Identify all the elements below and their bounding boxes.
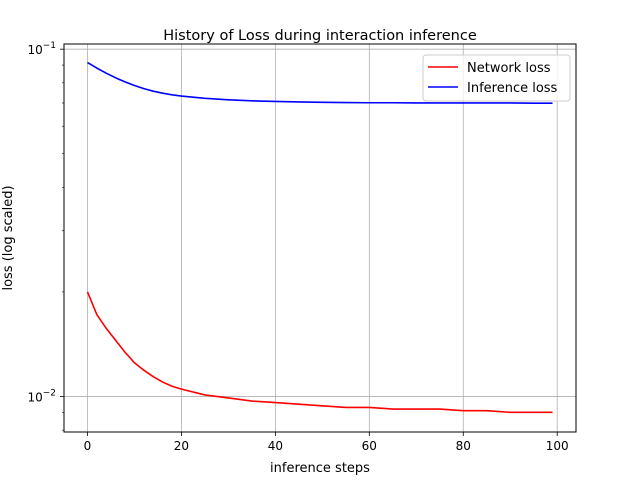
y-tick-label: 10−1	[27, 41, 56, 57]
series-line-network-loss	[86, 291, 553, 414]
x-axis-label: inference steps	[270, 461, 370, 476]
legend-label-inference-loss: Inference loss	[467, 81, 558, 96]
x-tick-label: 0	[84, 439, 92, 453]
x-tick-label: 80	[456, 439, 471, 453]
y-tick-label: 10−2	[27, 388, 56, 404]
x-tick-label: 20	[174, 439, 189, 453]
legend-label-network-loss: Network loss	[467, 61, 551, 76]
series-line-inference-loss	[87, 61, 553, 104]
plot-frame	[63, 43, 577, 433]
x-tick-label: 100	[546, 439, 569, 453]
grid	[64, 44, 576, 432]
x-tick-label: 60	[362, 439, 377, 453]
chart-title: History of Loss during interaction infer…	[163, 28, 477, 44]
series-lines	[86, 61, 553, 414]
y-axis-label: loss (log scaled)	[1, 185, 16, 290]
x-tick-label: 40	[268, 439, 283, 453]
legend: Network loss Inference loss	[422, 54, 571, 102]
legend-box	[422, 54, 571, 102]
axis-ticks: 0 20 40 60 80 100 10−2 10−1	[27, 41, 568, 453]
